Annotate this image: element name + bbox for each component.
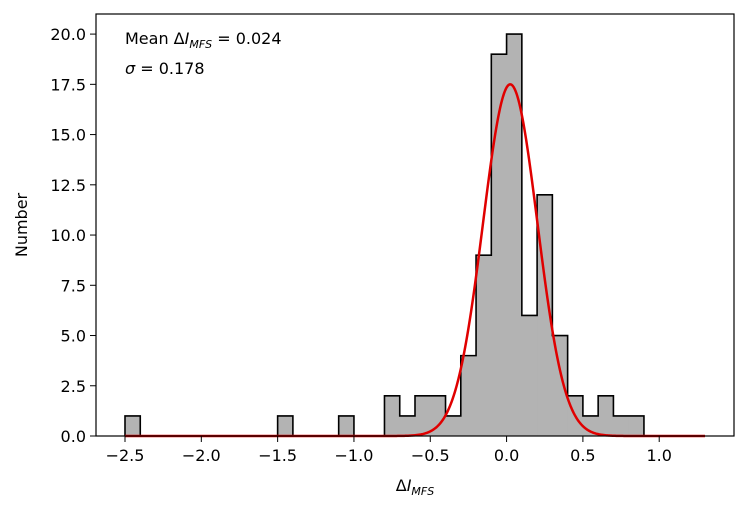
x-tick-label: 0.0 [494, 446, 519, 465]
histogram-bar [399, 415, 416, 436]
x-tick-label: −1.0 [335, 446, 374, 465]
histogram-bar [521, 315, 538, 436]
y-axis-ticks: 0.0 2.5 5.0 7.5 10.0 12.5 15.0 17.5 20.0 [50, 25, 96, 446]
histogram-bar [415, 395, 431, 436]
histogram-bars [125, 34, 645, 436]
y-axis-title: Number [12, 192, 31, 257]
histogram-bar [430, 395, 446, 436]
histogram-bar [277, 415, 294, 436]
x-tick-label: 0.5 [570, 446, 595, 465]
y-tick-label: 0.0 [61, 427, 86, 446]
sigma-annotation: σ = 0.178 [125, 59, 205, 78]
y-tick-label: 20.0 [50, 25, 86, 44]
histogram-bar [598, 395, 614, 436]
gaussian-fit-curve [125, 83, 705, 438]
y-tick-label: 10.0 [50, 226, 86, 245]
histogram-bar [613, 415, 630, 436]
y-tick-label: 12.5 [50, 176, 86, 195]
histogram-bar [445, 415, 462, 436]
y-tick-label: 2.5 [61, 377, 86, 396]
x-tick-label: −2.0 [182, 446, 221, 465]
histogram-bar [506, 34, 523, 436]
histogram-bar [338, 415, 355, 436]
y-tick-label: 15.0 [50, 126, 86, 145]
y-tick-label: 5.0 [61, 327, 86, 346]
x-tick-label: −2.5 [106, 446, 145, 465]
mean-annotation: Mean ΔIMFS = 0.024 [125, 29, 282, 51]
histogram-bar [476, 255, 492, 436]
x-tick-label: −0.5 [411, 446, 450, 465]
y-tick-label: 17.5 [50, 75, 86, 94]
x-axis-ticks: −2.5 −2.0 −1.5 −1.0 −0.5 0.0 0.5 1.0 [106, 436, 672, 465]
sigma-value: 0.178 [159, 59, 205, 78]
histogram-bar [582, 415, 599, 436]
histogram-bar [491, 54, 507, 436]
mean-value: 0.024 [236, 29, 282, 48]
histogram-bar [125, 415, 141, 436]
y-tick-label: 7.5 [61, 276, 86, 295]
histogram-bar [460, 355, 477, 436]
x-axis-title: ΔIMFS [396, 476, 434, 498]
x-tick-label: 1.0 [646, 446, 671, 465]
histogram-bar [552, 335, 569, 436]
histogram-bar [628, 415, 645, 436]
histogram-bar [384, 395, 401, 436]
x-tick-label: −1.5 [258, 446, 297, 465]
plot-frame [95, 13, 735, 437]
